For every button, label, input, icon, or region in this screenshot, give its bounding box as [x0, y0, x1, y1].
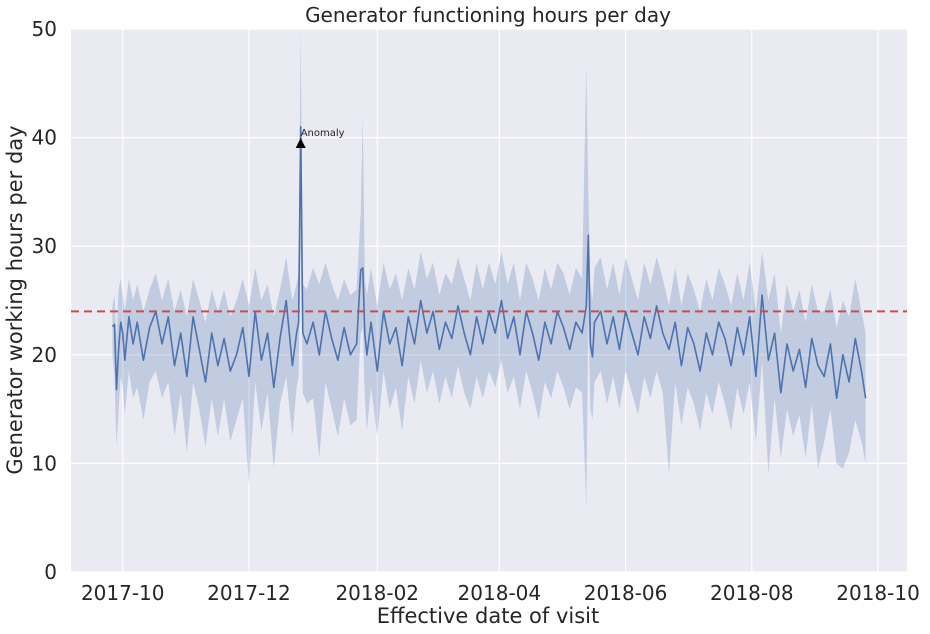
- chart-title: Generator functioning hours per day: [305, 3, 671, 27]
- x-tick-label: 2018-04: [458, 581, 542, 605]
- x-tick-label: 2018-06: [584, 581, 668, 605]
- grid: [71, 28, 907, 573]
- x-tick-label: 2017-10: [81, 581, 165, 605]
- x-tick-label: 2018-10: [836, 581, 920, 605]
- series-line-layer: [111, 125, 867, 400]
- plot-background: [71, 29, 907, 572]
- y-axis-label: Generator working hours per day: [3, 125, 27, 474]
- y-tick-label: 20: [32, 343, 57, 367]
- x-tick-labels: 2017-10 2017-12 2018-02 2018-04 2018-06 2018-…: [81, 581, 920, 605]
- y-tick-label: 50: [32, 17, 57, 41]
- annotation-arrow-marker: [295, 138, 306, 149]
- y-tick-label: 10: [32, 451, 57, 475]
- x-tick-label: 2017-12: [207, 581, 291, 605]
- x-tick-label: 2018-02: [335, 581, 419, 605]
- x-tick-label: 2018-08: [710, 581, 794, 605]
- annotation-layer: Anomaly: [295, 128, 345, 149]
- y-tick-label: 40: [32, 126, 57, 150]
- series-line: [111, 125, 867, 400]
- x-axis-label: Effective date of visit: [377, 604, 600, 628]
- y-tick-label: 0: [44, 560, 57, 584]
- y-tick-labels: 0 10 20 30 40 50: [32, 17, 57, 584]
- annotation-text: Anomaly: [301, 128, 345, 139]
- y-tick-label: 30: [32, 234, 57, 258]
